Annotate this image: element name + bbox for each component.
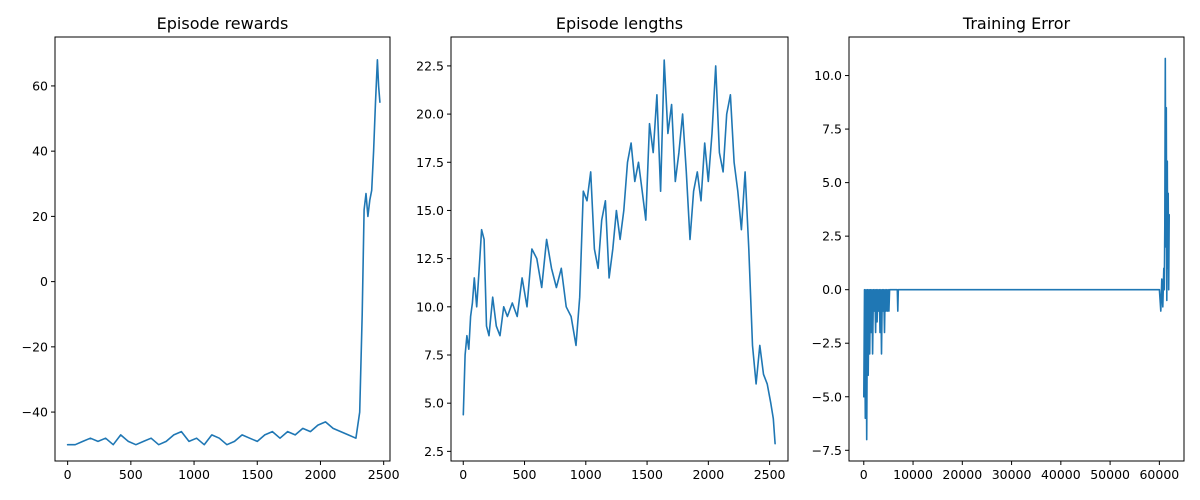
y-tick-label: 12.5 [416,251,444,266]
y-tick-label: −7.5 [812,443,842,458]
x-tick-label: 20000 [942,467,982,482]
x-tick-label: 60000 [1139,467,1179,482]
chart-title: Training Error [962,14,1071,33]
chart-panel-1: Episode rewards 0 500 1000 1500 2000 2500 −40 −2… [22,14,400,482]
x-tick-label: 1500 [241,467,273,482]
x-tick-label: 1000 [178,467,210,482]
y-tick-label: 20.0 [416,107,444,122]
x-tick-label: 10000 [893,467,933,482]
y-tick-label: 22.5 [416,58,444,73]
y-tick-label: 0 [40,274,48,289]
x-tick-label: 40000 [1041,467,1081,482]
y-tick-label: 2.5 [822,229,842,244]
chart-title: Episode rewards [157,14,289,33]
y-tick-label: −40 [22,405,48,420]
y-tick-label: 15.0 [416,203,444,218]
y-tick-label: 10.0 [814,68,842,83]
y-tick-label: 60 [32,78,48,93]
y-tick-label: 2.5 [424,444,444,459]
chart-title: Episode lengths [556,14,683,33]
x-tick-label: 30000 [992,467,1032,482]
x-tick-label: 500 [513,467,537,482]
y-tick-label: −20 [22,339,48,354]
x-tick-label: 0 [860,467,868,482]
y-tick-label: −5.0 [812,389,842,404]
y-tick-label: 5.0 [424,396,444,411]
y-tick-label: 7.5 [424,348,444,363]
x-tick-label: 2500 [368,467,400,482]
y-tick-label: 20 [32,209,48,224]
series-line-1 [462,59,776,445]
series-line-1 [66,59,381,446]
chart-panel-2: Episode lengths 0 500 1000 1500 2000 2500 2.5 5.… [416,14,789,482]
x-tick-label: 500 [119,467,143,482]
y-tick-label: 7.5 [822,122,842,137]
x-tick-label: 2000 [305,467,337,482]
x-tick-label: 0 [459,467,467,482]
y-tick-label: 0.0 [822,282,842,297]
x-tick-label: 50000 [1090,467,1130,482]
y-tick-label: 5.0 [822,175,842,190]
plot-frame [848,36,1185,462]
x-tick-label: 2500 [754,467,786,482]
x-tick-label: 1000 [570,467,602,482]
y-tick-label: 40 [32,144,48,159]
series-line-1 [863,57,1170,441]
y-tick-label: 17.5 [416,155,444,170]
y-tick-label: −2.5 [812,336,842,351]
x-tick-label: 2000 [692,467,724,482]
plot-frame [450,36,789,462]
chart-panel-3: Training Error 0 10000 20000 30000 40000 50000… [812,14,1185,482]
x-tick-label: 0 [64,467,72,482]
plot-frame [54,36,391,462]
x-tick-label: 1500 [631,467,663,482]
y-tick-label: 10.0 [416,299,444,314]
